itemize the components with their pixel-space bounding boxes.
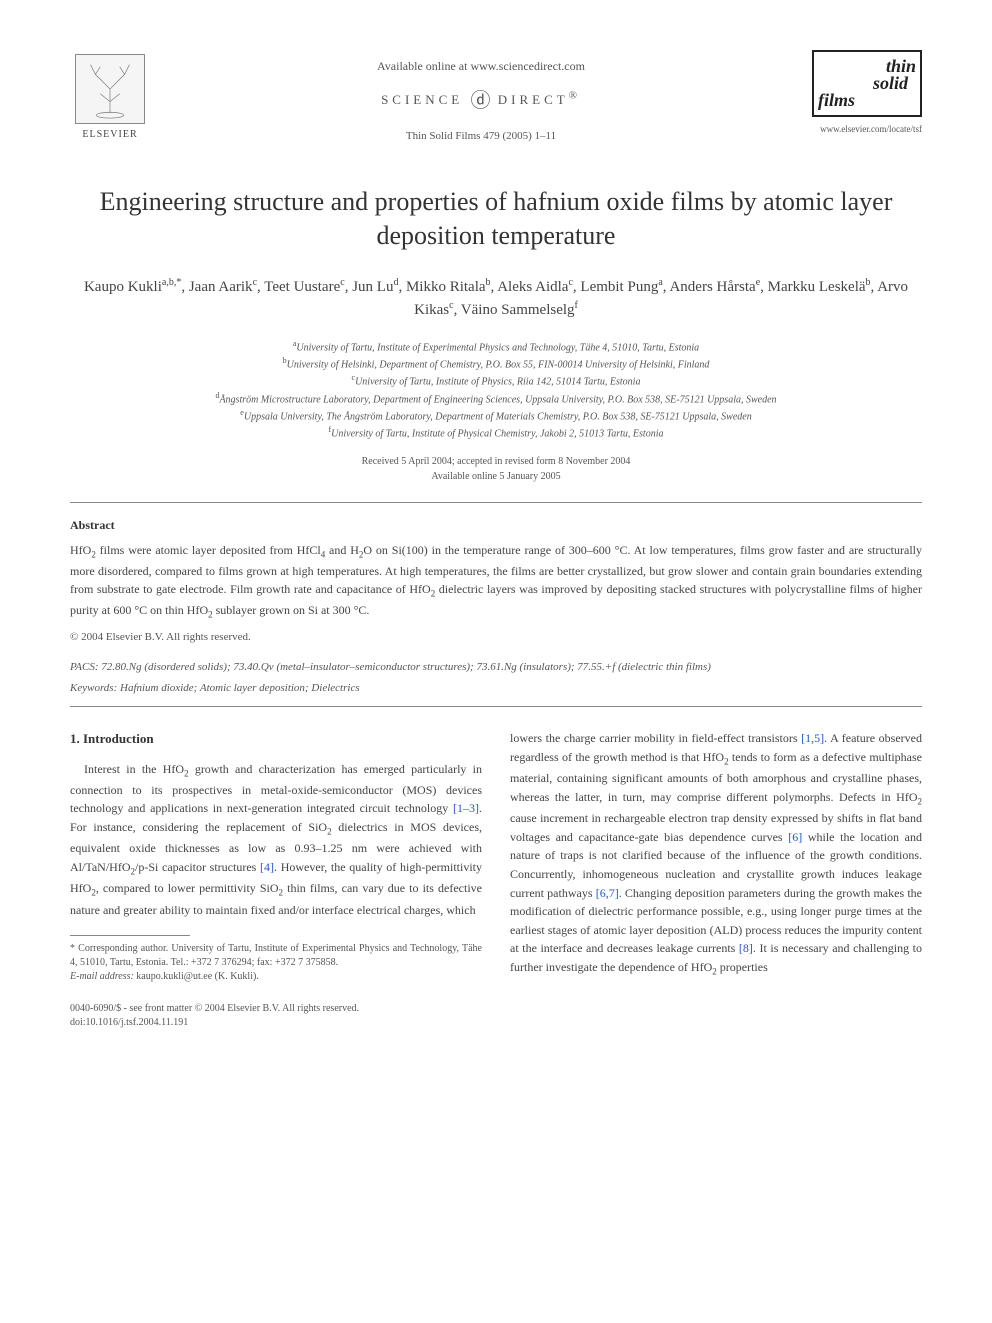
front-matter: 0040-6090/$ - see front matter © 2004 El… [70, 1002, 482, 1016]
footnote-rule [70, 935, 190, 936]
sciencedirect-logo: SCIENCE ⓓ DIRECT® [150, 87, 812, 115]
section-1-para-right: lowers the charge carrier mobility in fi… [510, 729, 922, 979]
abstract-text: HfO2 films were atomic layer deposited f… [70, 541, 922, 622]
doi: doi:10.1016/j.tsf.2004.11.191 [70, 1016, 482, 1030]
corresponding-author: * Corresponding author. University of Ta… [70, 942, 482, 970]
column-left: 1. Introduction Interest in the HfO2 gro… [70, 729, 482, 1030]
keywords: Keywords: Hafnium dioxide; Atomic layer … [70, 680, 922, 697]
affiliations: aUniversity of Tartu, Institute of Exper… [70, 338, 922, 442]
affiliation-b: bUniversity of Helsinki, Department of C… [70, 355, 922, 372]
header: ELSEVIER Available online at www.science… [70, 50, 922, 145]
article-title: Engineering structure and properties of … [90, 185, 902, 253]
affiliation-c: cUniversity of Tartu, Institute of Physi… [70, 372, 922, 389]
tsf-box-icon: thin solid films [812, 50, 922, 117]
section-1-heading: 1. Introduction [70, 729, 482, 749]
abstract-copyright: © 2004 Elsevier B.V. All rights reserved… [70, 630, 922, 645]
body-columns: 1. Introduction Interest in the HfO2 gro… [70, 729, 922, 1030]
journal-url: www.elsevier.com/locate/tsf [812, 123, 922, 136]
affiliation-e: eUppsala University, The Ångström Labora… [70, 407, 922, 424]
abstract-heading: Abstract [70, 517, 922, 534]
affiliation-a: aUniversity of Tartu, Institute of Exper… [70, 338, 922, 355]
email-footnote: E-mail address: kaupo.kukli@ut.ee (K. Ku… [70, 970, 482, 984]
column-right: lowers the charge carrier mobility in fi… [510, 729, 922, 1030]
online-date: Available online 5 January 2005 [70, 469, 922, 484]
elsevier-tree-icon [75, 54, 145, 124]
footer-block: 0040-6090/$ - see front matter © 2004 El… [70, 1002, 482, 1030]
affiliation-d: dÅngström Microstructure Laboratory, Dep… [70, 390, 922, 407]
section-1-para-left: Interest in the HfO2 growth and characte… [70, 760, 482, 920]
elsevier-logo: ELSEVIER [70, 50, 150, 145]
affiliation-f: fUniversity of Tartu, Institute of Physi… [70, 424, 922, 441]
journal-issue: Thin Solid Films 479 (2005) 1–11 [150, 129, 812, 144]
center-header: Available online at www.sciencedirect.co… [150, 50, 812, 144]
pacs: PACS: 72.80.Ng (disordered solids); 73.4… [70, 659, 922, 676]
available-online: Available online at www.sciencedirect.co… [150, 58, 812, 75]
elsevier-label: ELSEVIER [82, 128, 137, 142]
received-date: Received 5 April 2004; accepted in revis… [70, 454, 922, 469]
dates: Received 5 April 2004; accepted in revis… [70, 454, 922, 484]
journal-logo: thin solid films www.elsevier.com/locate… [812, 50, 922, 136]
rule-top [70, 502, 922, 503]
rule-bottom [70, 706, 922, 707]
tsf-line3: films [818, 92, 916, 109]
authors: Kaupo Kuklia,b,*, Jaan Aarikc, Teet Uust… [70, 275, 922, 322]
